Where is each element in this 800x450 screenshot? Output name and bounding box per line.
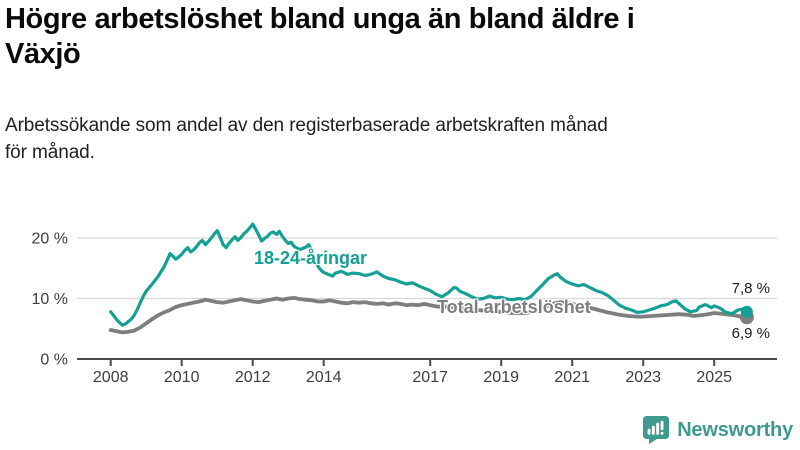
newsworthy-wordmark: Newsworthy bbox=[677, 418, 793, 441]
page-title-line1: Högre arbetslöshet bland unga än bland ä… bbox=[5, 3, 635, 35]
series-line bbox=[109, 222, 749, 327]
y-tick-label: 20 % bbox=[32, 231, 68, 248]
series-line bbox=[108, 295, 749, 335]
chart-subtitle: Arbetssökande som andel av den registerb… bbox=[5, 112, 795, 166]
series-label-total: Total arbetslöshet bbox=[437, 297, 591, 317]
newsworthy-bubble-chart-icon bbox=[643, 416, 670, 444]
y-tick-label: 0 % bbox=[40, 352, 68, 369]
y-tick-label: 10 % bbox=[32, 291, 68, 308]
series-label-youth: 18-24-åringar bbox=[254, 248, 368, 268]
x-tick-label: 2019 bbox=[483, 369, 519, 386]
end-value-total: 6,9 % bbox=[731, 325, 770, 342]
x-tick-label: 2021 bbox=[554, 369, 590, 386]
page-title: Högre arbetslöshet bland unga än bland ä… bbox=[5, 2, 785, 72]
chart-subtitle-line1: Arbetssökande som andel av den registerb… bbox=[5, 115, 608, 136]
series-end-dot bbox=[740, 305, 753, 318]
x-tick-label: 2008 bbox=[93, 369, 129, 386]
x-tick-label: 2017 bbox=[412, 369, 448, 386]
x-tick-label: 2025 bbox=[696, 369, 732, 386]
chart-subtitle-line2: för månad. bbox=[5, 142, 95, 163]
page-title-line2: Växjö bbox=[5, 38, 81, 70]
x-tick-label: 2014 bbox=[306, 369, 342, 386]
x-tick-label: 2023 bbox=[625, 369, 661, 386]
newsworthy-logo[interactable]: Newsworthy bbox=[643, 416, 793, 444]
end-value-youth: 7,8 % bbox=[731, 280, 770, 297]
x-tick-label: 2010 bbox=[164, 369, 200, 386]
x-tick-label: 2012 bbox=[235, 369, 271, 386]
